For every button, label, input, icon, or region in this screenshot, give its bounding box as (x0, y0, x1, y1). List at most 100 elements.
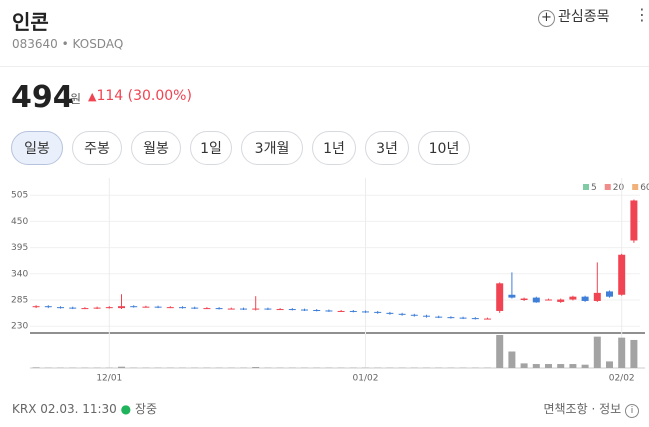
volume-bar (569, 364, 577, 368)
x-tick-label: 02/02 (609, 374, 635, 384)
candle-body (179, 307, 186, 309)
candle-body (57, 307, 64, 309)
candle-body (81, 308, 89, 310)
footer-source: KRX 02.03. 11:30 ● 장중 (12, 402, 158, 416)
candle-body (337, 310, 345, 312)
candle-body (435, 316, 443, 318)
candle-body (545, 299, 552, 301)
candle-body (532, 297, 540, 303)
watch-label: 관심종목 (558, 9, 610, 25)
period-tab[interactable]: 10년 (418, 131, 470, 165)
candle-body (630, 200, 638, 241)
candle-body (215, 308, 223, 310)
price: 494 (11, 80, 74, 115)
candle-body (557, 299, 565, 302)
volume-bar (118, 366, 125, 368)
disclaimer[interactable]: 면책조항 (543, 402, 588, 416)
info[interactable]: 정보 (599, 402, 622, 416)
candle-body (447, 317, 455, 319)
volume-bar (581, 364, 589, 368)
chart: 5 20 60 230 285 340 395 450 505 12/01 01/02 02/02 (11, 178, 649, 384)
status: 장중 (134, 402, 158, 416)
watch-button[interactable]: + 관심종목 (538, 6, 610, 27)
candle-body (105, 307, 113, 309)
candle-body (118, 306, 125, 309)
legend-label: 20 (613, 183, 625, 193)
y-tick-label: 285 (11, 296, 28, 306)
candle-body (593, 292, 601, 301)
candle-body (606, 291, 613, 297)
candle-body (508, 294, 516, 298)
candle-body (142, 306, 150, 308)
candle-body (410, 314, 418, 316)
period-tab[interactable]: 주봉 (72, 131, 122, 165)
candle-body (227, 308, 235, 310)
candle-body (166, 307, 174, 309)
volume-bar (532, 364, 540, 368)
legend-swatch (604, 184, 611, 190)
y-tick-label: 450 (11, 217, 28, 227)
candle-body (264, 308, 272, 310)
change-text: 114 (30.00%) (96, 88, 192, 104)
stock-meta: 083640 • KOSDAQ (12, 37, 124, 51)
code: 083640 (12, 37, 58, 51)
candle-body (349, 310, 357, 312)
volume-bar (593, 336, 601, 368)
more-button[interactable]: ⋮ (634, 5, 649, 24)
candle-body (386, 312, 394, 314)
legend-label: 60 (640, 183, 649, 193)
volume-bar (630, 339, 638, 368)
candle-body (484, 318, 491, 320)
candle-body (618, 254, 626, 295)
candle-body (240, 308, 247, 310)
period-tab[interactable]: 1일 (190, 131, 232, 165)
price-change: ▲114 (30.00%) (88, 88, 192, 104)
legend-swatch (583, 184, 589, 190)
volume-bar (508, 351, 516, 368)
period-tab[interactable]: 3년 (365, 131, 409, 165)
candle-body (301, 309, 308, 311)
candle-body (374, 311, 382, 313)
footer-links: 면책조항 · 정보 i (543, 400, 639, 418)
legend-label: 5 (591, 183, 597, 193)
volume-bar (252, 367, 260, 368)
volume-bar (545, 364, 552, 368)
candle-body (130, 306, 138, 308)
candle-body (288, 309, 296, 311)
market: KOSDAQ (72, 37, 124, 51)
candle-body (93, 307, 101, 309)
y-tick-label: 505 (11, 191, 28, 201)
divider (0, 66, 649, 67)
period-tab[interactable]: 1년 (312, 131, 356, 165)
candle-body (154, 306, 162, 308)
candle-body (569, 296, 577, 300)
stock-name: 인콘 (12, 10, 49, 34)
candle-body (313, 310, 321, 311)
volume-bar (557, 364, 565, 368)
y-tick-label: 395 (11, 243, 28, 253)
candle-body (471, 318, 479, 320)
candle-body (69, 307, 77, 309)
volume-bar (618, 337, 626, 368)
x-tick-label: 12/01 (96, 374, 122, 384)
candle-body (252, 308, 260, 310)
volume-bar (32, 367, 40, 368)
legend-swatch (632, 184, 639, 190)
source: KRX 02.03. 11:30 (12, 402, 117, 416)
candle-body (276, 309, 284, 311)
price-unit: 원 (70, 92, 82, 106)
candle-body (581, 296, 589, 301)
volume-bar (606, 361, 613, 368)
candle-body (44, 306, 52, 308)
period-tab[interactable]: 3개월 (241, 131, 303, 165)
period-tab[interactable]: 일봉 (11, 131, 63, 165)
candle-body (520, 298, 528, 300)
y-tick-label: 230 (11, 322, 28, 332)
candle-body (32, 306, 40, 308)
candle-body (203, 308, 211, 310)
period-tab[interactable]: 월봉 (131, 131, 181, 165)
volume-bar (496, 335, 504, 368)
candle-body (191, 307, 199, 309)
candle-body (496, 283, 504, 311)
candle-body (362, 311, 369, 313)
